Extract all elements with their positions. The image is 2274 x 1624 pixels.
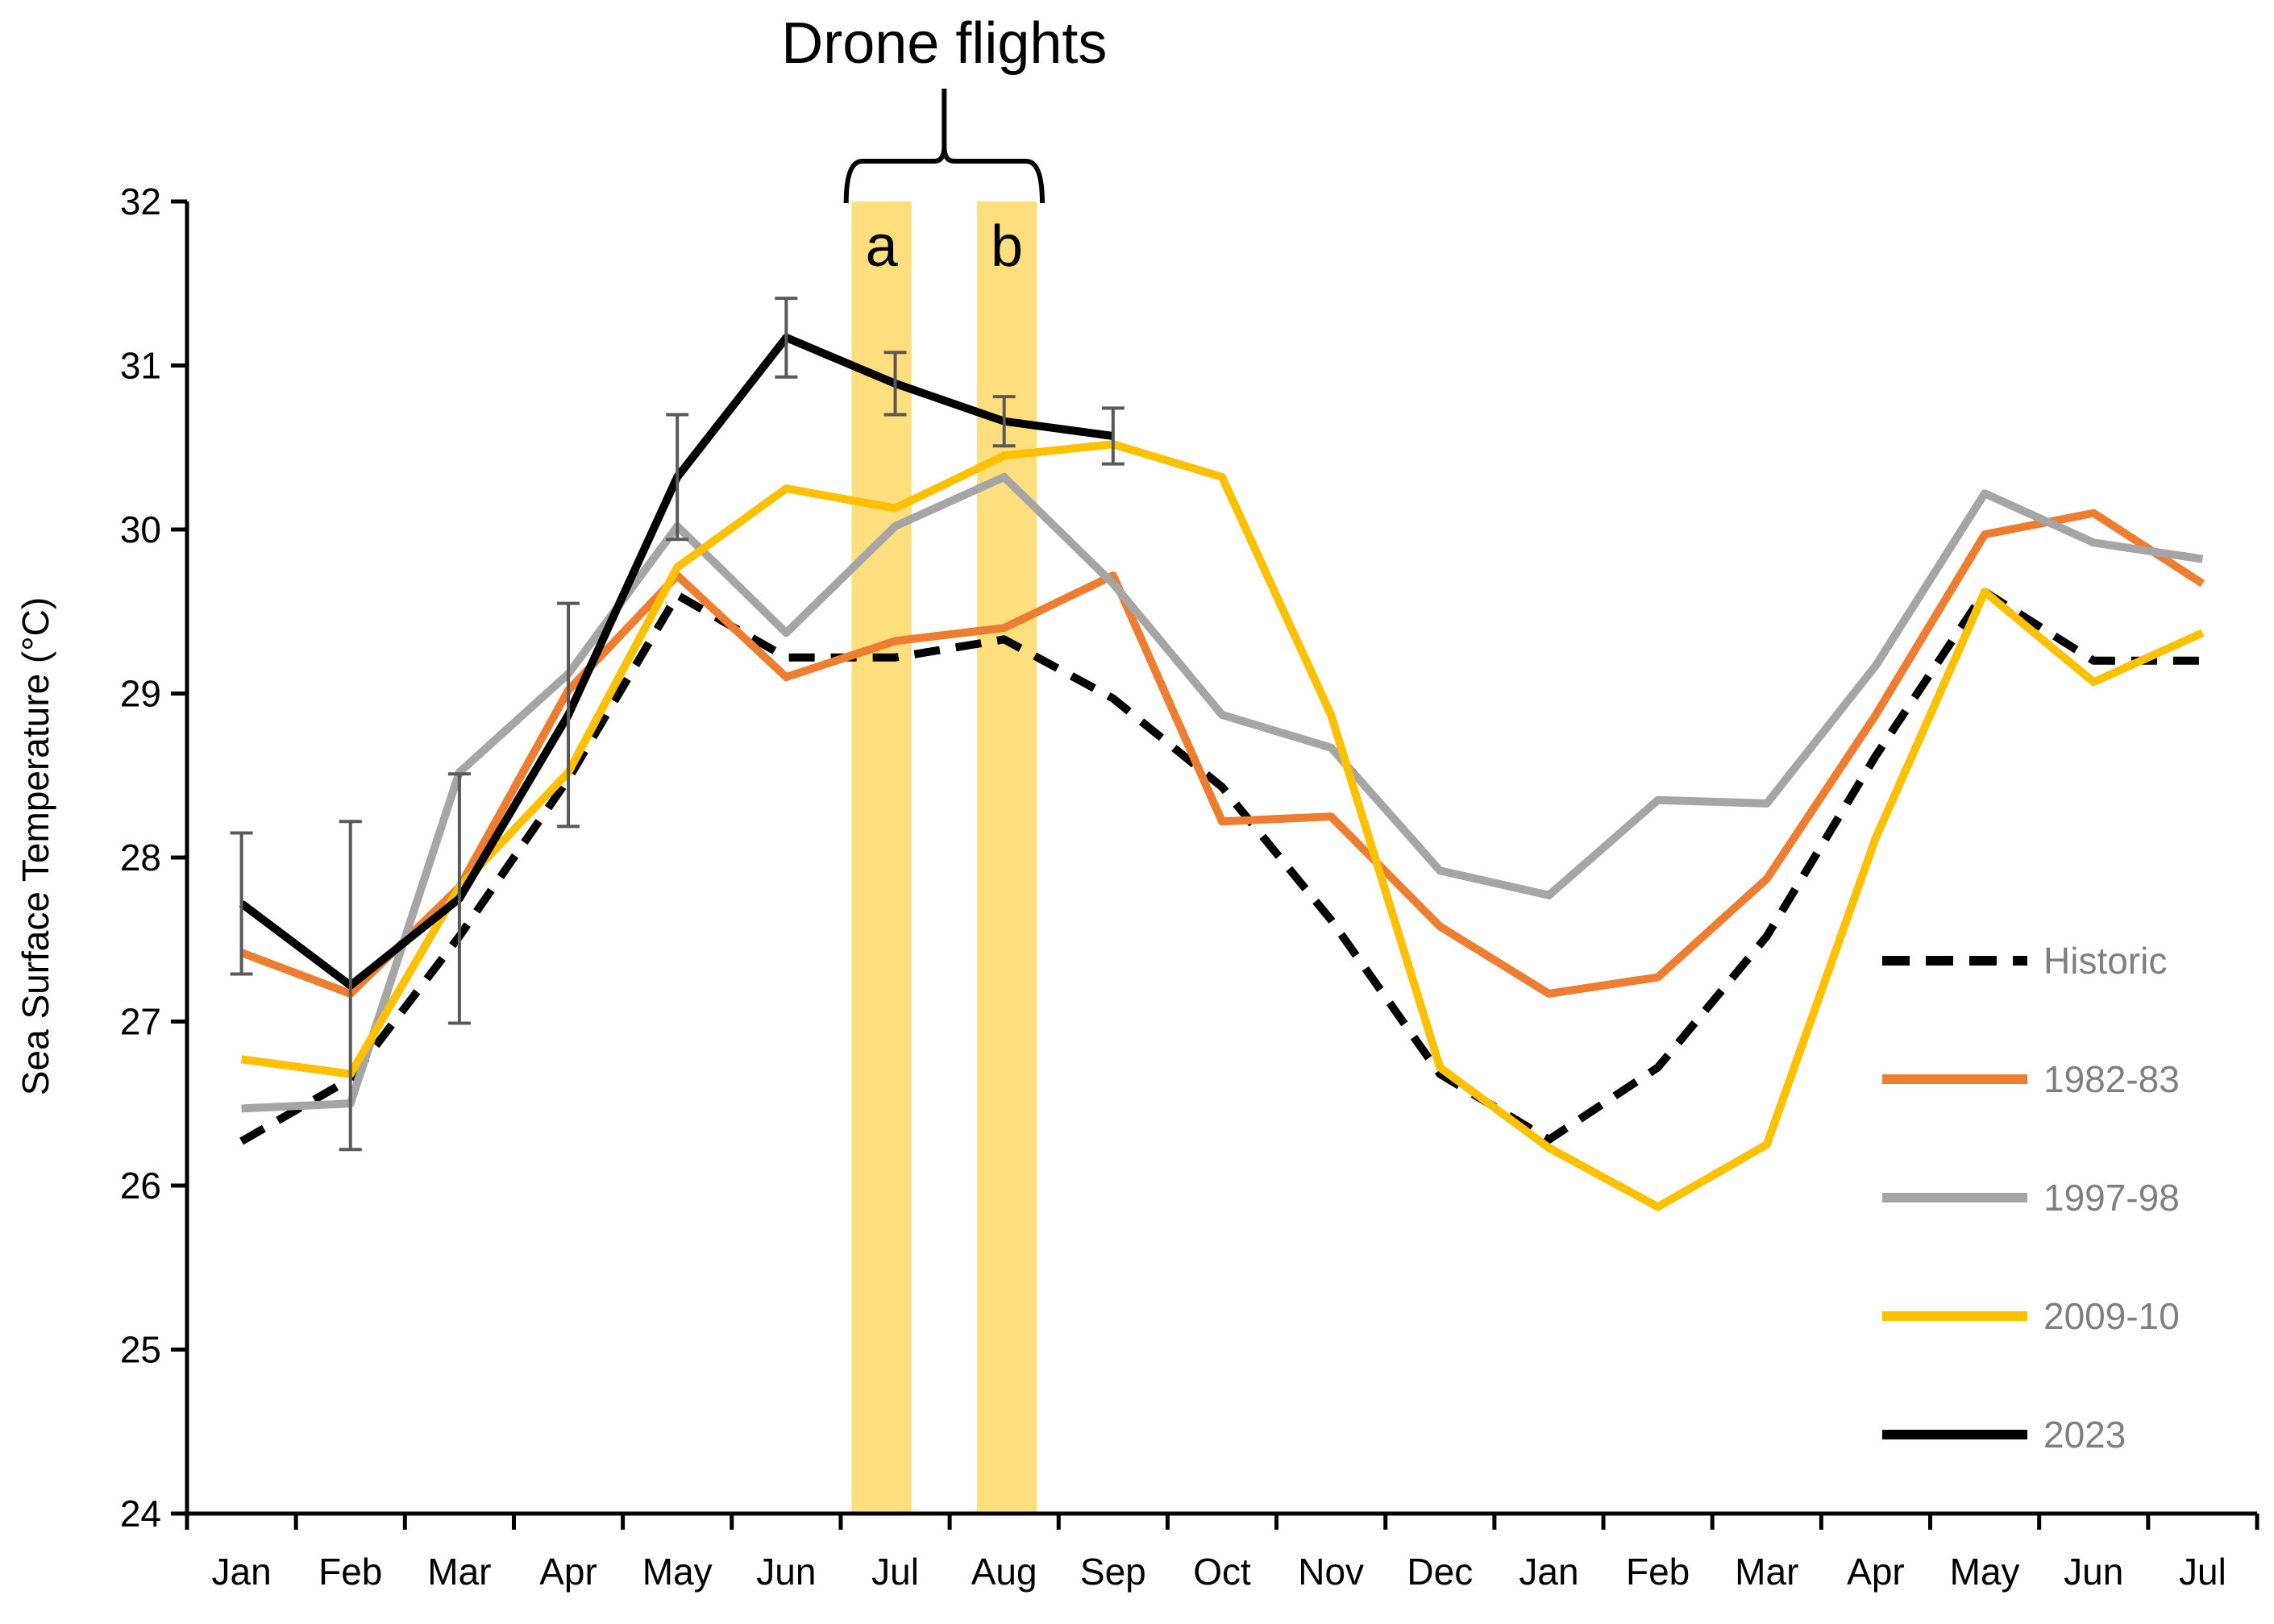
x-tick-label: Sep xyxy=(1080,1551,1146,1593)
x-tick-label: May xyxy=(642,1551,713,1593)
chart-legend: Historic 1982-83 1997-98 2009-10 2023 xyxy=(1882,940,2180,1456)
drone-flights-annotation: Drone flights xyxy=(781,11,1107,204)
x-tick-label: Feb xyxy=(318,1551,382,1593)
legend-label-1982-83: 1982-83 xyxy=(2043,1058,2180,1100)
band-label-b: b xyxy=(991,214,1023,279)
tick-labels: 24 25 26 27 28 29 30 31 32 Jan Feb Mar Apr May Jun Jul A… xyxy=(120,181,2226,1593)
y-tick-label: 27 xyxy=(120,1001,161,1043)
x-tick-label: Apr xyxy=(1847,1551,1905,1593)
x-tick-label: Jan xyxy=(1519,1551,1578,1593)
x-tick-label: Oct xyxy=(1193,1551,1251,1593)
series-line-Historic xyxy=(239,588,2203,1145)
legend-label-1997-98: 1997-98 xyxy=(2043,1177,2180,1219)
drone-band-b xyxy=(976,201,1037,1514)
error-bars-2023 xyxy=(230,297,1125,1152)
y-tick-label: 29 xyxy=(120,673,161,715)
x-tick-label: Mar xyxy=(1735,1551,1798,1593)
y-axis-label: Sea Surface Temperature (°C) xyxy=(15,597,56,1095)
x-tick-label: Jul xyxy=(2179,1551,2226,1593)
legend-label-2009-10: 2009-10 xyxy=(2043,1295,2180,1337)
chart-axes xyxy=(171,199,2259,1530)
drone-flights-brace xyxy=(843,89,1045,204)
y-tick-label: 26 xyxy=(120,1165,161,1207)
y-tick-label: 31 xyxy=(120,345,161,387)
x-tick-label: Jun xyxy=(2064,1551,2123,1593)
x-tick-label: Jul xyxy=(871,1551,919,1593)
y-tick-label: 24 xyxy=(120,1493,161,1535)
x-tick-label: Jan xyxy=(211,1551,271,1593)
legend-label-Historic: Historic xyxy=(2043,940,2167,982)
drone-band-a xyxy=(851,201,912,1514)
drone-flights-label: Drone flights xyxy=(781,11,1107,76)
y-tick-label: 25 xyxy=(120,1329,161,1371)
x-tick-label: May xyxy=(1950,1551,2020,1593)
x-tick-label: Nov xyxy=(1298,1551,1364,1593)
band-label-a: a xyxy=(866,214,899,279)
x-tick-label: Dec xyxy=(1407,1551,1473,1593)
y-tick-label: 28 xyxy=(120,837,161,878)
x-tick-label: Feb xyxy=(1626,1551,1690,1593)
x-tick-label: Mar xyxy=(427,1551,491,1593)
series-line-1982-83 xyxy=(239,509,2205,998)
y-tick-label: 30 xyxy=(120,509,161,550)
x-tick-label: Jun xyxy=(756,1551,816,1593)
y-tick-label: 32 xyxy=(120,181,161,222)
legend-label-2023: 2023 xyxy=(2043,1414,2126,1456)
x-tick-label: Aug xyxy=(971,1551,1037,1593)
x-tick-label: Apr xyxy=(539,1551,597,1593)
